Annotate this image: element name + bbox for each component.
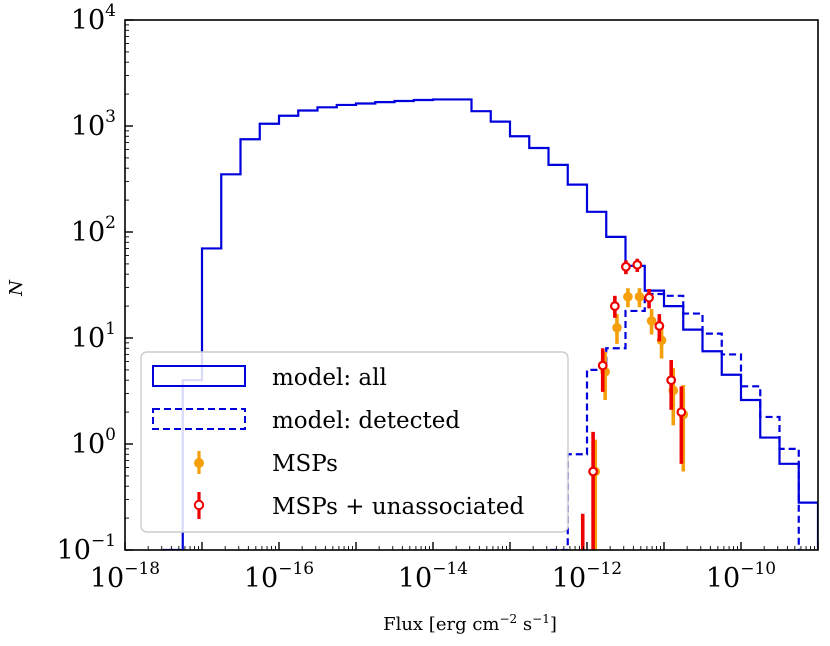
x-tick-label-3: 10−12 [552,559,622,594]
y-tick-label-0: 10−1 [57,531,116,566]
y-tick-label-1: 100 [71,425,116,460]
msps-point-3 [623,291,633,302]
msps-unassociated-point-7 [654,321,665,331]
x-tick-label-2: 10−14 [398,559,468,594]
plot-frame [124,19,819,551]
legend-box [140,351,569,533]
legend-swatch-msps-marker [194,458,204,468]
x-axis-title: Flux [erg cm−2 s−1] [383,612,557,635]
y-axis-label: N [6,279,27,297]
y-axis-title: N [6,279,27,297]
msps-unassociated-point-2 [597,360,608,371]
y-tick-label-5: 104 [71,1,116,36]
msps-unassociated-point-5 [632,259,643,270]
msps-unassociated-point-4 [621,261,631,272]
legend: model: all model: detected MSPs MSPs + u… [140,351,569,533]
y-tick-label-3: 102 [71,213,116,248]
axis-ticks: 10−18 10−16 10−14 10−12 10−10 10−1 100 101 102 10… [57,1,819,594]
legend-swatch-model-all [152,365,246,387]
series-model-detected-step [547,292,800,550]
legend-label-model-all: model: all [272,365,387,391]
msps-unassociated-point-3 [609,301,620,311]
msps-unassociated-point-6 [644,292,654,303]
series-model-all-step [162,98,818,550]
x-tick-label-4: 10−10 [706,559,776,594]
legend-label-msps-unassociated: MSPs + unassociated [272,494,524,520]
msps-unassociated-point-8 [666,375,677,386]
msps-point-5 [646,316,657,326]
msps-unassociated-point-1 [588,466,598,477]
legend-label-model-detected: model: detected [272,408,460,434]
msps-point-2 [612,322,622,333]
x-axis-label: Flux [erg cm−2 s−1] [383,612,557,635]
y-tick-label-2: 101 [71,319,116,354]
legend-label-msps: MSPs [272,451,338,477]
msps-point-4 [634,291,645,302]
x-tick-label-0: 10−18 [90,559,160,594]
y-tick-label-4: 103 [71,107,116,142]
plot-data-layer [162,98,818,550]
legend-swatch-model-detected [152,408,246,430]
msps-unassociated-point-9 [676,407,687,417]
x-tick-label-1: 10−16 [244,559,314,594]
legend-swatch-msps-unassoc-marker [193,499,205,511]
